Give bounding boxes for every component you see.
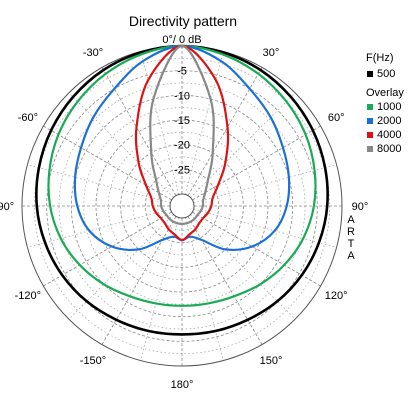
grid-spoke <box>140 217 180 361</box>
angle-label: -60° <box>18 112 38 124</box>
legend-label: 1000 <box>377 101 401 113</box>
series-line-4000 <box>134 44 230 242</box>
grid-spoke <box>190 214 296 320</box>
watermark-letter: T <box>348 238 355 250</box>
grid-spoke <box>68 214 174 320</box>
grid-spoke <box>187 216 263 345</box>
grid-ring <box>144 168 220 244</box>
grid-spoke <box>193 208 337 248</box>
series-line-8000 <box>149 44 215 225</box>
grid-spoke <box>184 51 224 195</box>
radial-label: -5 <box>177 66 187 78</box>
angle-label: -90° <box>0 201 14 213</box>
watermark-letter: R <box>347 226 355 238</box>
angle-label: -150° <box>80 355 106 367</box>
legend-swatch <box>367 146 373 152</box>
angle-label: 150° <box>260 355 283 367</box>
radial-label: -15 <box>174 115 190 127</box>
overlay-header: Overlay <box>366 87 404 99</box>
grid-ring <box>95 119 269 293</box>
grid-spoke <box>27 164 171 204</box>
radial-label: -25 <box>174 164 190 176</box>
series-line-1000 <box>47 44 317 307</box>
series-group <box>35 44 329 336</box>
legend-label: 500 <box>377 68 395 80</box>
angle-label: 90° <box>352 201 369 213</box>
center-circle <box>169 193 195 219</box>
legend-swatch <box>367 104 373 110</box>
grid-ring <box>120 144 244 268</box>
grid-spoke <box>101 216 177 345</box>
axis-labels: 0°/ 0 dB -5 -10 -15 -20 -25 -30° 30° -60° 60° -90°… <box>0 34 368 391</box>
watermark-letter: A <box>347 214 355 226</box>
watermark-letter: A <box>347 250 355 262</box>
legend-header: F(Hz) <box>366 52 394 64</box>
legend-swatch <box>367 118 373 124</box>
chart-title: Directivity pattern <box>129 13 237 29</box>
legend-label: 8000 <box>377 143 401 155</box>
angle-label: -120° <box>15 290 41 302</box>
grid-spoke <box>184 217 224 361</box>
radial-label: -20 <box>174 140 190 152</box>
grid-spoke <box>187 67 263 196</box>
series-line-500 <box>35 44 329 336</box>
radial-label: -10 <box>174 90 190 102</box>
grid-ring <box>46 70 318 342</box>
grid-spoke <box>140 51 180 195</box>
grid-ring <box>70 94 294 318</box>
top-label: 0°/ 0 dB <box>162 34 201 46</box>
legend-swatch <box>367 71 373 77</box>
grid-spoke <box>193 164 337 204</box>
legend-label: 2000 <box>377 115 401 127</box>
grid-spoke <box>101 67 177 196</box>
angle-label: 60° <box>328 112 345 124</box>
legend-label: 4000 <box>377 129 401 141</box>
legend-swatch <box>367 132 373 138</box>
angle-label: 180° <box>171 379 194 391</box>
angle-label: 30° <box>263 47 280 59</box>
angle-label: 120° <box>325 290 348 302</box>
angle-label: -30° <box>83 47 103 59</box>
legend: F(Hz) 500 Overlay 1000 2000 4000 8000 <box>366 52 404 155</box>
grid-spoke <box>27 208 171 248</box>
